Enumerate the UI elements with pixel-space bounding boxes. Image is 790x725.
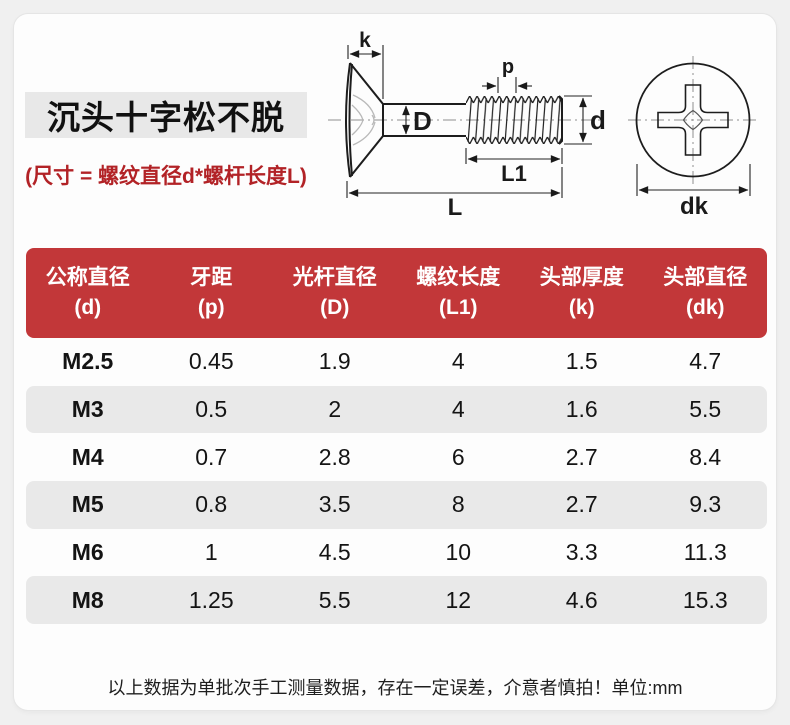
spec-value: 2.7 (565, 443, 598, 470)
column-name: 公称直径 (45, 265, 130, 289)
product-spec-card: 沉头十字松不脱 (尺寸 = 螺纹直径d*螺杆长度L) (14, 14, 776, 710)
spec-value: 0.5 (195, 396, 228, 423)
dim-p (482, 77, 532, 93)
column-header-p: 牙距 (p) (150, 248, 274, 338)
spec-value: 3.5 (318, 491, 351, 518)
spec-value: 2.8 (318, 443, 351, 470)
spec-value: 3.3 (565, 539, 598, 566)
dim-L1 (465, 148, 563, 164)
column-symbol: (k) (568, 296, 595, 319)
spec-value: 1 (204, 539, 218, 566)
table-body: M2.5 0.45 1.9 4 1.5 4.7 M3 0.5 2 4 1.6 5… (26, 338, 767, 625)
spec-value: 12 (445, 586, 472, 613)
dim-label-d: d (590, 105, 606, 135)
column-symbol: (L1) (439, 296, 478, 319)
spec-value: 0.8 (195, 491, 228, 518)
table-row-m3: M3 0.5 2 4 1.6 5.5 (26, 385, 767, 434)
column-symbol: (dk) (686, 296, 725, 319)
table-row-m2.5: M2.5 0.45 1.9 4 1.5 4.7 (26, 338, 767, 386)
spec-value: 2.7 (565, 491, 598, 518)
spec-value: 9.3 (689, 491, 722, 518)
table-row-m6: M6 1 4.5 10 3.3 11.3 (26, 529, 767, 577)
column-header-d: 公称直径 (d) (26, 248, 150, 338)
dim-label-k: k (359, 29, 371, 52)
spec-value: 1.5 (565, 348, 598, 375)
spec-value: 0.7 (195, 443, 228, 470)
spec-value: 2 (328, 396, 342, 423)
head-top-view-circle (635, 62, 751, 178)
spec-value: 4.5 (318, 539, 351, 566)
dim-L (346, 167, 563, 198)
spec-value: 5.5 (689, 396, 722, 423)
phillips-inner-square (682, 109, 704, 131)
spec-size: M5 (71, 491, 104, 518)
column-name: 光杆直径 (292, 265, 377, 289)
spec-value: 4.7 (689, 348, 722, 375)
spec-value: 11.3 (683, 539, 727, 566)
spec-value: 10 (445, 539, 472, 566)
spec-size: M2.5 (62, 348, 114, 375)
column-header-L1: 螺纹长度 (L1) (397, 248, 521, 338)
spec-size: M4 (71, 443, 104, 470)
dim-label-dk: dk (680, 193, 709, 220)
column-symbol: (D) (320, 296, 350, 319)
size-note: (尺寸 = 螺纹直径d*螺杆长度L) (25, 165, 307, 188)
footer-note: 以上数据为单批次手工测量数据，存在一定误差，介意者慎拍！单位:mm (107, 678, 683, 698)
dim-label-L: L (448, 194, 463, 221)
dim-dk (636, 164, 751, 196)
spec-value: 1.6 (565, 396, 598, 423)
spec-value: 8 (451, 491, 465, 518)
dim-label-L1: L1 (501, 161, 527, 186)
spec-value: 1.9 (318, 348, 351, 375)
table-row-m5: M5 0.8 3.5 8 2.7 9.3 (26, 481, 767, 529)
table-row-m4: M4 0.7 2.8 6 2.7 8.4 (26, 433, 767, 481)
column-symbol: (p) (197, 296, 225, 319)
spec-value: 15.3 (682, 586, 728, 613)
spec-size: M6 (71, 539, 104, 566)
spec-value: 6 (451, 443, 465, 470)
dim-k (347, 45, 384, 99)
spec-value: 1.25 (188, 586, 234, 613)
spec-value: 4.6 (565, 586, 598, 613)
column-header-D: 光杆直径 (D) (273, 248, 397, 338)
column-name: 螺纹长度 (416, 265, 501, 289)
dim-label-p: p (502, 56, 514, 78)
column-name: 头部直径 (663, 265, 748, 289)
column-name: 头部厚度 (539, 265, 624, 289)
top-view-centerlines (628, 56, 758, 184)
dim-label-D: D (413, 106, 432, 136)
spec-size: M3 (71, 396, 104, 423)
spec-value: 5.5 (318, 586, 351, 613)
spec-value: 4 (451, 348, 465, 375)
column-header-k: 头部厚度 (k) (520, 248, 644, 338)
table-header-row: 公称直径 (d) 牙距 (p) 光杆直径 (D) 螺纹长度 (L1) 头部厚度 … (26, 248, 767, 338)
column-symbol: (d) (74, 296, 102, 319)
table-row-m8: M8 1.25 5.5 12 4.6 15.3 (26, 576, 767, 625)
hidden-recess-lines (351, 94, 376, 146)
spec-size: M8 (71, 586, 104, 613)
dim-d (564, 95, 592, 145)
title-banner: 沉头十字松不脱 (25, 92, 307, 138)
thread-section (466, 96, 562, 144)
spec-value: 8.4 (689, 443, 722, 470)
column-name: 牙距 (190, 265, 233, 289)
spec-value: 0.45 (188, 348, 234, 375)
phillips-recess (657, 84, 729, 156)
product-title: 沉头十字松不脱 (47, 99, 285, 136)
column-header-dk: 头部直径 (dk) (644, 248, 768, 338)
spec-value: 4 (451, 396, 465, 423)
screw-technical-drawing: k p D d L1 (328, 29, 758, 221)
